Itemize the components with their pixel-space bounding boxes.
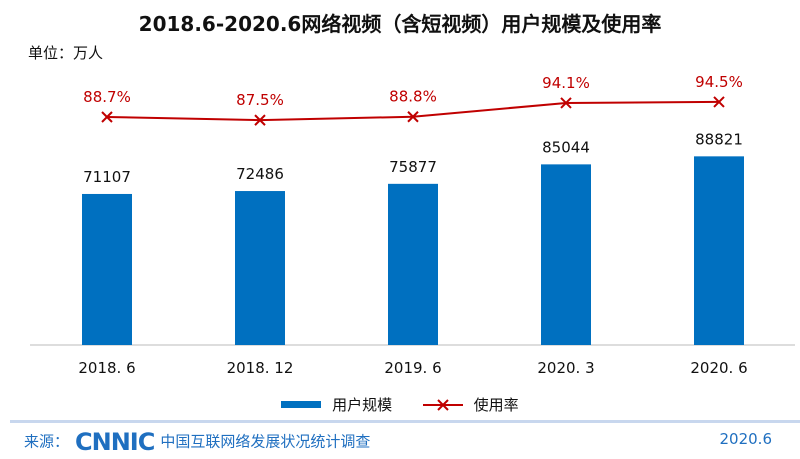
cnnic-logo: CNNIC: [75, 428, 155, 456]
line-label: 87.5%: [236, 91, 284, 109]
bar-label: 75877: [389, 158, 437, 176]
source: 来源： CNNIC 中国互联网络发展状况统计调查: [24, 428, 370, 456]
line-label: 88.8%: [389, 88, 437, 106]
bar: [541, 164, 591, 345]
bar-label: 72486: [236, 165, 284, 183]
legend-bar-swatch: [281, 401, 322, 408]
legend-line-swatch: [422, 398, 463, 412]
footer-divider: [10, 420, 800, 423]
line-point: [713, 96, 725, 108]
x-tick-label: 2018. 6: [78, 359, 135, 377]
bar: [694, 156, 744, 345]
source-org: 中国互联网络发展状况统计调查: [160, 432, 371, 451]
x-tick-label: 2018. 12: [227, 359, 294, 377]
line-point: [407, 111, 419, 123]
legend-bar-label: 用户规模: [332, 396, 393, 414]
line-point: [254, 114, 266, 126]
bar-label: 88821: [695, 130, 743, 148]
line-label: 94.1%: [542, 74, 590, 92]
line-point: [101, 111, 113, 123]
report-date: 2020.6: [719, 430, 773, 448]
legend: 用户规模 使用率: [0, 394, 800, 415]
bar-label: 85044: [542, 138, 590, 156]
bar-label: 71107: [83, 168, 131, 186]
bar: [388, 183, 438, 345]
bar: [82, 193, 132, 345]
line-point: [560, 97, 572, 109]
x-tick-label: 2020. 3: [537, 359, 594, 377]
x-tick-label: 2020. 6: [690, 359, 747, 377]
line-label: 94.5%: [695, 73, 743, 91]
x-tick-label: 2019. 6: [384, 359, 441, 377]
bar: [235, 191, 285, 345]
source-label: 来源：: [24, 432, 70, 451]
legend-line-label: 使用率: [473, 396, 519, 414]
unit-label: 单位：万人: [28, 44, 104, 62]
line-label: 88.7%: [83, 88, 131, 106]
chart-title: 2018.6-2020.6网络视频（含短视频）用户规模及使用率: [138, 12, 662, 36]
